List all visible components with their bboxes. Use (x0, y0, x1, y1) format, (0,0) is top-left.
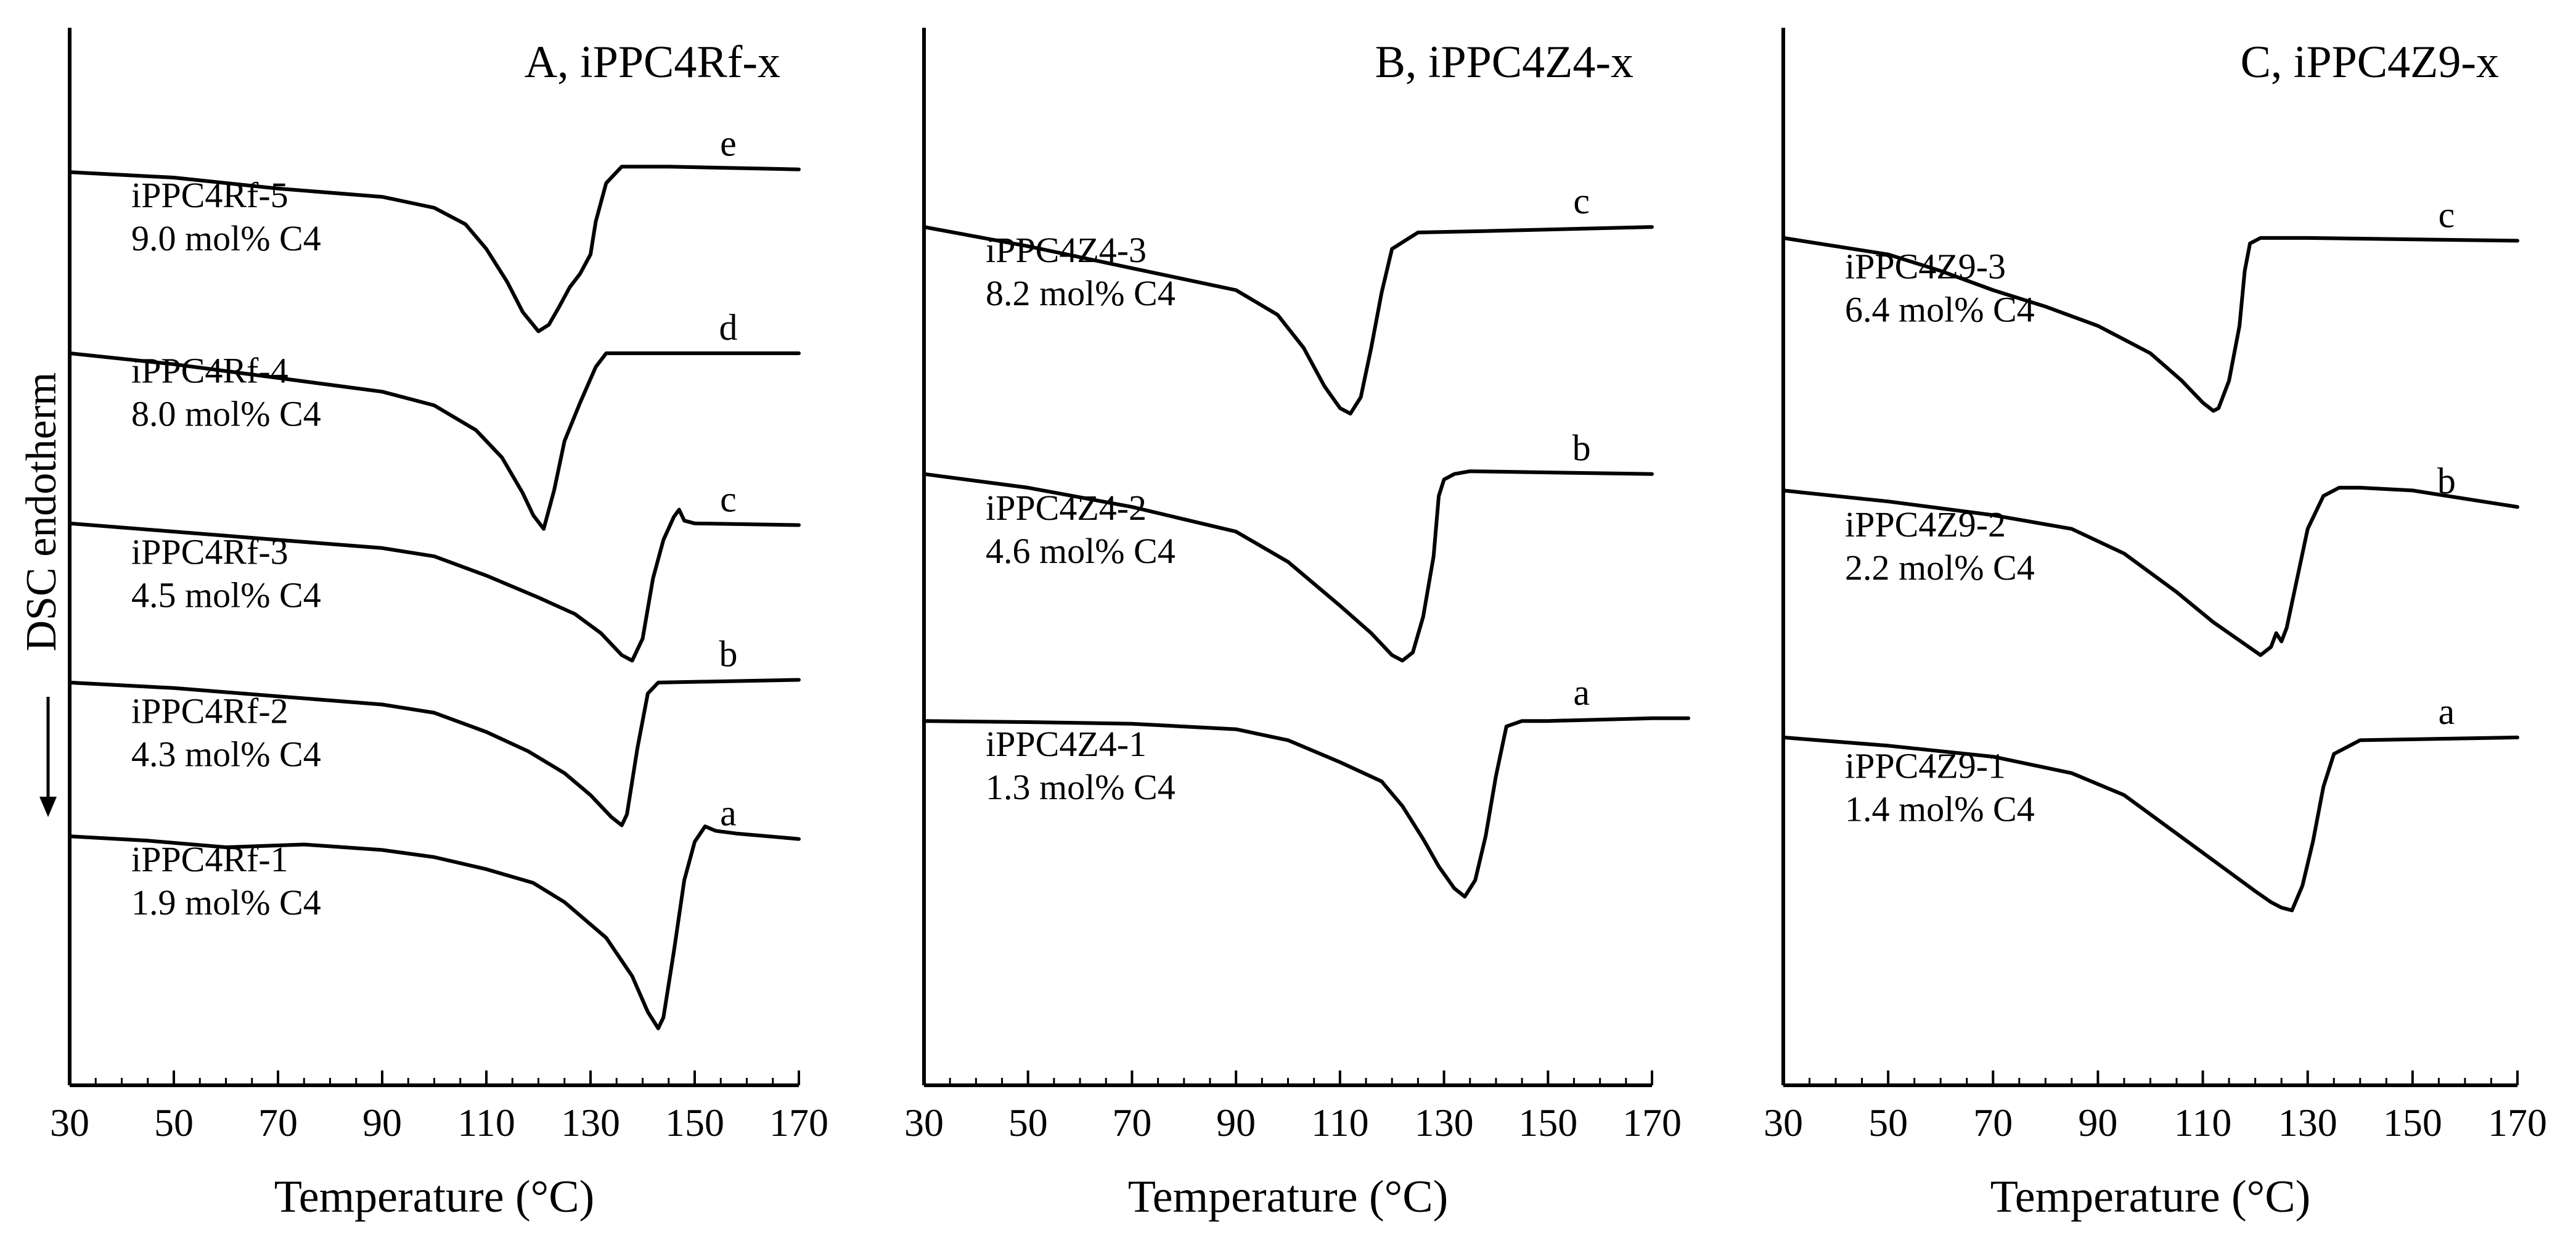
dsc-curve-b (68, 678, 801, 828)
panel-title: B, iPPC4Z4-x (1375, 37, 1634, 88)
sample-composition: 6.4 mol% C4 (1845, 290, 2035, 330)
x-tick-label: 130 (2278, 1101, 2337, 1144)
sample-name: iPPC4Z4-2 (986, 488, 1147, 528)
series-b: b iPPC4Z4-24.6 mol% C4 (922, 428, 1654, 663)
x-tick-label: 50 (1868, 1101, 1908, 1144)
chart-panel-2: 30 50 70 90 110 130 150 170 Temperature (°C) B, i… (904, 28, 1691, 1222)
x-axis-title: Temperature (°C) (274, 1172, 595, 1222)
x-tick-label: 110 (457, 1101, 515, 1144)
x-axis-title: Temperature (°C) (1128, 1172, 1449, 1222)
curve-letter: c (720, 479, 737, 519)
chart-panel-1: 30 50 70 90 110 130 150 170 Temperature (°C) A, i… (50, 28, 828, 1222)
curve-letter: c (2439, 194, 2455, 235)
chart-panel-3: 30 50 70 90 110 130 150 170 Temperature (°C) C, i… (1764, 28, 2547, 1222)
x-tick-label: 30 (904, 1101, 944, 1144)
series-c: c iPPC4Z9-36.4 mol% C4 (1781, 194, 2519, 413)
x-tick-label: 90 (362, 1101, 402, 1144)
series-d: d iPPC4Rf-48.0 mol% C4 (68, 307, 801, 531)
x-tick-label: 70 (1112, 1101, 1151, 1144)
sample-name: iPPC4Z9-1 (1845, 746, 2006, 786)
sample-composition: 1.9 mol% C4 (131, 882, 321, 922)
x-tick-label: 150 (2383, 1101, 2442, 1144)
series-e: e iPPC4Rf-59.0 mol% C4 (68, 123, 801, 334)
sample-composition: 1.3 mol% C4 (986, 767, 1176, 807)
curve-letter: b (2437, 461, 2456, 501)
dsc-curve-c (1781, 236, 2519, 413)
curve-letter: a (720, 793, 737, 834)
dsc-curve-a (1781, 735, 2519, 913)
curve-letter: a (1573, 672, 1590, 713)
panel-title: A, iPPC4Rf-x (525, 37, 780, 88)
x-tick-label: 50 (154, 1101, 194, 1144)
sample-name: iPPC4Rf-4 (131, 351, 288, 391)
sample-composition: 8.2 mol% C4 (986, 273, 1176, 313)
sample-name: iPPC4Rf-3 (131, 532, 288, 572)
x-tick-label: 90 (2078, 1101, 2117, 1144)
x-tick-label: 110 (2174, 1101, 2232, 1144)
dsc-curve-a (922, 716, 1691, 899)
series-b: b iPPC4Z9-22.2 mol% C4 (1781, 461, 2519, 657)
x-tick-label: 150 (665, 1101, 724, 1144)
series-a: a iPPC4Z4-11.3 mol% C4 (922, 672, 1691, 899)
y-axis-title-group: DSC endotherm (18, 372, 65, 817)
sample-composition: 9.0 mol% C4 (131, 218, 321, 258)
dsc-curve-d (68, 351, 801, 531)
x-tick-label: 170 (1622, 1101, 1682, 1144)
x-tick-label: 90 (1216, 1101, 1256, 1144)
curve-letter: b (719, 633, 738, 674)
x-tick-label: 70 (1973, 1101, 2013, 1144)
sample-name: iPPC4Z4-3 (986, 230, 1147, 270)
x-tick-label: 170 (769, 1101, 828, 1144)
sample-composition: 8.0 mol% C4 (131, 394, 321, 434)
y-arrow-head-icon (39, 797, 57, 817)
curve-letter: c (1573, 181, 1590, 221)
sample-name: iPPC4Rf-2 (131, 691, 288, 731)
series-c: c iPPC4Rf-34.5 mol% C4 (68, 479, 801, 663)
y-axis-title: DSC endotherm (18, 372, 65, 651)
sample-composition: 4.6 mol% C4 (986, 531, 1176, 571)
series-b: b iPPC4Rf-24.3 mol% C4 (68, 633, 801, 828)
sample-name: iPPC4Z4-1 (986, 724, 1147, 764)
sample-name: iPPC4Z9-2 (1845, 504, 2006, 544)
x-tick-label: 70 (258, 1101, 298, 1144)
dsc-curve-c (68, 507, 801, 663)
curve-letter: d (719, 307, 738, 348)
x-axis-title: Temperature (°C) (1990, 1172, 2311, 1222)
series-a: a iPPC4Rf-11.9 mol% C4 (68, 793, 801, 1030)
sample-name: iPPC4Rf-5 (131, 175, 288, 215)
sample-composition: 2.2 mol% C4 (1845, 548, 2035, 588)
x-tick-label: 130 (1415, 1101, 1474, 1144)
dsc-curve-a (68, 824, 801, 1030)
x-tick-label: 50 (1008, 1101, 1048, 1144)
x-tick-label: 30 (50, 1101, 89, 1144)
sample-composition: 4.5 mol% C4 (131, 575, 321, 615)
dsc-curve-b (922, 469, 1654, 663)
x-tick-label: 30 (1764, 1101, 1803, 1144)
sample-name: iPPC4Z9-3 (1845, 247, 2006, 287)
dsc-curve-e (68, 165, 801, 334)
x-tick-label: 150 (1518, 1101, 1577, 1144)
series-a: a iPPC4Z9-11.4 mol% C4 (1781, 691, 2519, 913)
sample-name: iPPC4Rf-1 (131, 839, 288, 879)
curve-letter: a (2439, 691, 2455, 732)
dsc-curve-b (1781, 485, 2519, 657)
x-tick-label: 110 (1311, 1101, 1369, 1144)
series-c: c iPPC4Z4-38.2 mol% C4 (922, 181, 1654, 416)
x-tick-label: 130 (561, 1101, 620, 1144)
sample-composition: 4.3 mol% C4 (131, 734, 321, 775)
dsc-curve-c (922, 225, 1654, 416)
x-tick-label: 170 (2488, 1101, 2547, 1144)
curve-letter: b (1572, 428, 1591, 469)
panel-title: C, iPPC4Z9-x (2241, 37, 2499, 88)
sample-composition: 1.4 mol% C4 (1845, 789, 2035, 829)
curve-letter: e (720, 123, 737, 164)
